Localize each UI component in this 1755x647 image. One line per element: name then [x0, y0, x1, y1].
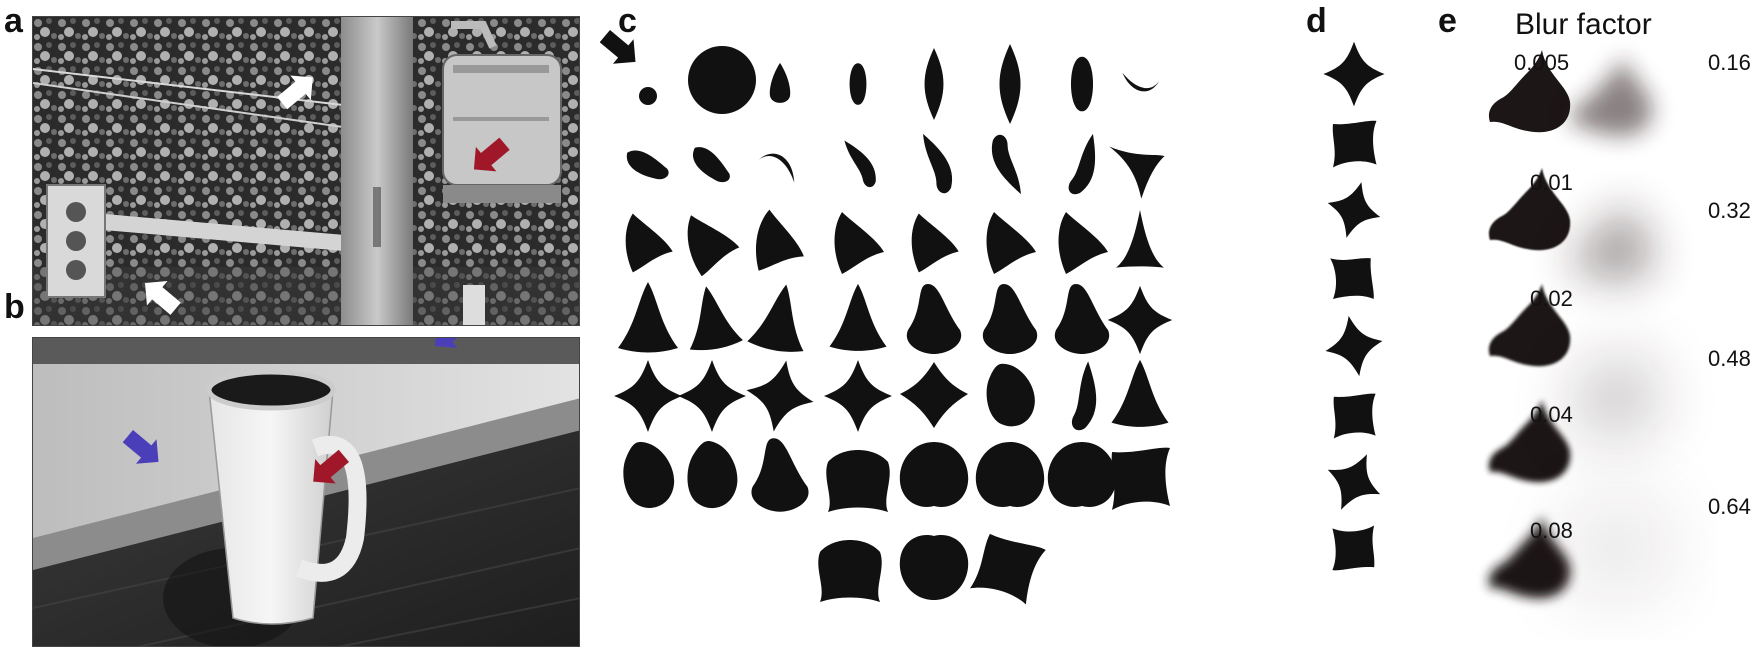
shape-c-r6-c4: [826, 450, 890, 512]
blurred-shape-7: [1570, 198, 1653, 281]
arrow-blue-wall: [435, 338, 471, 348]
shape-c-r5-c2: [678, 360, 746, 432]
arrow-white-traffic-light: [145, 281, 181, 315]
shape-c-r4-c1: [618, 282, 678, 353]
shape-grid: [600, 20, 1280, 640]
shape-c-r6-c1: [623, 442, 675, 508]
shape-c-r1-c1: [639, 87, 657, 105]
blur-series: [1430, 40, 1755, 640]
shape-c-r4-c7: [1054, 284, 1110, 354]
shape-c-r6-c2: [682, 438, 744, 513]
panel-label-d: d: [1306, 2, 1327, 40]
shape-d-4: [1330, 258, 1374, 299]
panel-label-e: e: [1438, 2, 1457, 40]
shape-c-r1-c3: [769, 62, 791, 103]
shape-c-r2-c1: [626, 150, 669, 180]
shape-d-3: [1320, 175, 1388, 245]
shape-c-r5-c1: [614, 360, 682, 432]
shape-c-r5-c6: [986, 363, 1035, 427]
shape-d-7: [1314, 442, 1394, 522]
shape-c-r2-c4: [840, 134, 882, 190]
shape-d-2: [1332, 120, 1377, 168]
shape-c-r5-c7: [1070, 360, 1104, 433]
blur-factor-title: Blur factor: [1515, 8, 1652, 41]
panel-label-b: b: [4, 288, 25, 326]
arrow-blue-shadow: [122, 430, 159, 464]
blur-value-0.08: 0.08: [1530, 518, 1573, 543]
shape-c-r5-c3: [740, 354, 820, 438]
shape-c-r1-c8: [1122, 72, 1160, 92]
arrow-red-handle: [313, 449, 349, 484]
shape-c-r7-c2: [899, 535, 969, 600]
shape-c-r3-c7: [1058, 212, 1108, 274]
shape-c-r3-c5: [911, 213, 959, 273]
shape-d-1: [1323, 41, 1385, 107]
shape-c-r6-c3: [751, 438, 809, 512]
shape-c-r3-c1: [625, 213, 673, 273]
shape-c-r6-c8: [1111, 447, 1170, 510]
shape-c-r3-c8: [1116, 210, 1164, 268]
shape-column: [1300, 40, 1400, 610]
panel-label-a: a: [4, 2, 23, 40]
shape-c-r4-c6: [982, 284, 1038, 354]
blur-value-0.48: 0.48: [1708, 346, 1751, 371]
shape-c-r4-c3: [746, 279, 815, 356]
blurred-shape-6: [1570, 54, 1653, 137]
shape-c-r3-c4: [834, 212, 884, 274]
shape-c-r4-c8: [1107, 285, 1173, 355]
arrow-black-pointer: [600, 20, 660, 80]
shape-c-r5-c5: [900, 362, 968, 428]
shape-c-r3-c6: [986, 212, 1036, 274]
shape-c-r4-c4: [829, 283, 887, 351]
shape-c-r2-c3: [755, 148, 802, 183]
shape-c-r6-c6: [975, 442, 1045, 507]
shape-c-r1-c2: [688, 46, 756, 114]
shape-c-r3-c3: [751, 208, 811, 279]
blurred-shape-8: [1570, 346, 1653, 429]
shape-d-6: [1333, 393, 1376, 439]
shape-c-r3-c2: [683, 207, 744, 278]
panel-label-c: c: [618, 2, 637, 40]
shape-c-r5-c4: [824, 360, 892, 432]
shape-c-r1-c4: [849, 63, 867, 105]
shape-c-r5-c8: [1111, 359, 1169, 427]
photo-coffee-mug: [32, 337, 580, 647]
blurred-shape-9: [1570, 496, 1653, 579]
shape-c-r2-c7: [1066, 132, 1107, 199]
blur-value-0.32: 0.32: [1708, 198, 1751, 223]
blur-value-0.005: 0.005: [1514, 50, 1570, 75]
blur-value-0.02: 0.02: [1530, 286, 1573, 311]
blur-value-0.16: 0.16: [1708, 50, 1751, 75]
blur-value-0.64: 0.64: [1708, 494, 1751, 519]
arrow-red-box: [473, 137, 510, 172]
shape-c-r2-c5: [918, 129, 958, 196]
shape-c-r1-c6: [999, 44, 1021, 124]
shape-d-5: [1320, 310, 1388, 382]
shape-c-r1-c7: [1070, 56, 1094, 112]
shape-c-r6-c7: [1047, 442, 1117, 507]
shape-c-r2-c6: [986, 132, 1026, 199]
shape-c-r6-c5: [899, 442, 969, 507]
shape-c-r1-c5: [924, 48, 944, 120]
shape-c-r7-c1: [818, 540, 882, 602]
photo-street-scene: [32, 16, 580, 326]
shape-c-r2-c2: [687, 145, 736, 185]
blur-value-0.04: 0.04: [1530, 402, 1573, 427]
shape-d-8: [1332, 525, 1375, 571]
shape-c-r2-c8: [1109, 124, 1178, 200]
shape-c-r4-c2: [679, 281, 744, 354]
arrow-white-wires: [277, 75, 313, 110]
shape-c-r4-c5: [906, 284, 962, 354]
shape-c-r7-c3: [969, 529, 1046, 609]
blur-value-0.01: 0.01: [1530, 170, 1573, 195]
